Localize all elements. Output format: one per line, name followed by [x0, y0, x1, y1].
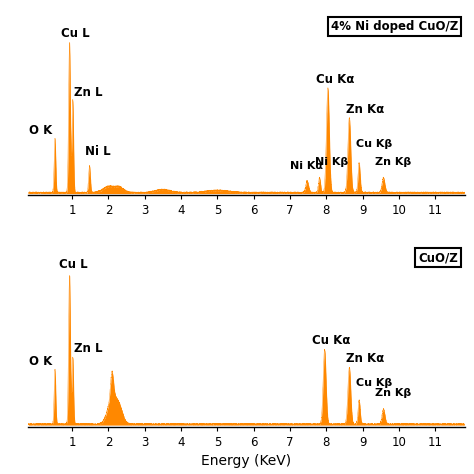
Text: 4% Ni doped CuO/Z: 4% Ni doped CuO/Z [331, 19, 458, 33]
Text: Zn Kβ: Zn Kβ [375, 157, 412, 167]
Text: Zn Kα: Zn Kα [346, 352, 385, 365]
Text: Cu Kβ: Cu Kβ [356, 139, 392, 149]
Text: O K: O K [29, 124, 53, 137]
Text: Zn Kα: Zn Kα [346, 103, 385, 116]
Text: Ni Kβ: Ni Kβ [315, 157, 348, 167]
X-axis label: Energy (KeV): Energy (KeV) [201, 454, 292, 468]
Text: Cu Kβ: Cu Kβ [356, 378, 392, 388]
Text: Ni Kα: Ni Kα [290, 161, 323, 171]
Text: Cu L: Cu L [61, 27, 90, 40]
Text: Zn L: Zn L [73, 342, 102, 355]
Text: O K: O K [29, 356, 53, 368]
Text: Ni L: Ni L [85, 145, 110, 158]
Text: CuO/Z: CuO/Z [418, 251, 458, 264]
Text: Zn Kβ: Zn Kβ [375, 388, 412, 398]
Text: Cu L: Cu L [59, 258, 88, 271]
Text: Zn L: Zn L [73, 86, 102, 100]
Text: Cu Kα: Cu Kα [312, 334, 350, 347]
Text: Cu Kα: Cu Kα [316, 73, 354, 86]
